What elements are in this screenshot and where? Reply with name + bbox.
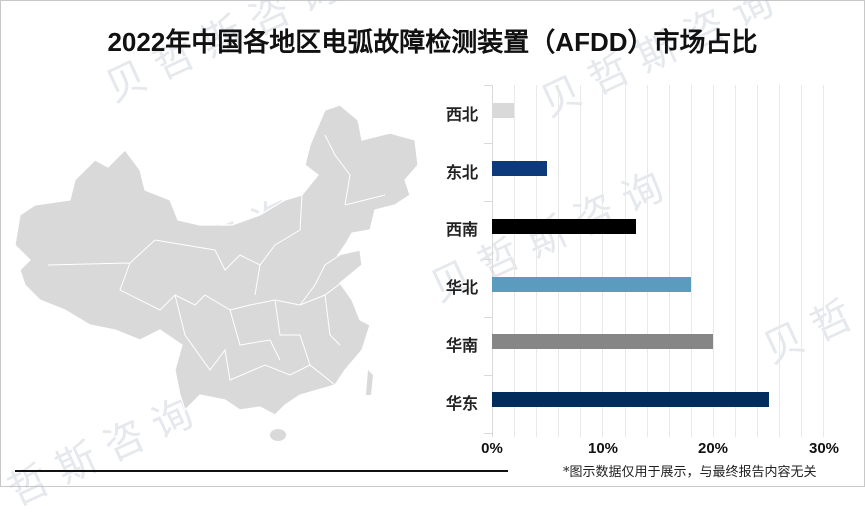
china-map-icon [14, 104, 419, 441]
x-tick-label: 20% [697, 440, 729, 457]
category-label: 西北 [445, 105, 478, 124]
bar-north [492, 277, 691, 292]
x-tick-label: 10% [587, 440, 619, 457]
bar-northwest [492, 103, 514, 118]
category-label: 华南 [445, 336, 478, 355]
category-label: 华东 [445, 394, 478, 413]
plot-area [484, 85, 824, 437]
y-axis-line [492, 85, 493, 437]
category-label: 华北 [445, 278, 478, 297]
disclaimer-note: *图示数据仅用于展示，与最终报告内容无关 [563, 465, 817, 480]
chart-title: 2022年中国各地区电弧故障检测装置（AFDD）市场占比 [107, 27, 758, 57]
bar-southwest [492, 219, 636, 234]
footer-divider [15, 470, 508, 472]
category-label: 东北 [445, 163, 478, 182]
x-tick-label: 30% [808, 440, 840, 457]
x-tick-label: 0% [481, 440, 503, 457]
bar-south [492, 334, 713, 349]
category-label: 西南 [445, 220, 478, 239]
bar-northeast [492, 161, 547, 176]
bar-east [492, 392, 769, 407]
